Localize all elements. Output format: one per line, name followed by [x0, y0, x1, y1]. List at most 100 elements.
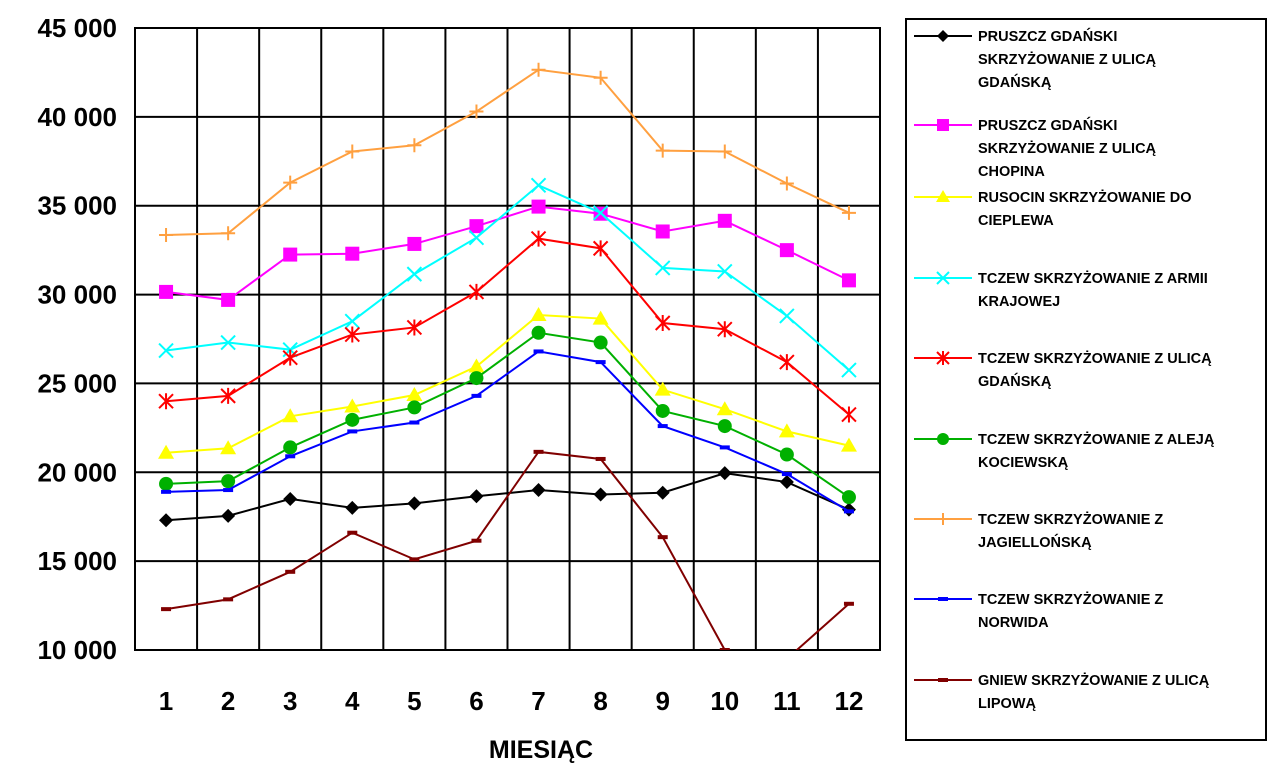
data-point — [223, 488, 234, 493]
legend-label: RUSOCIN SKRZYŻOWANIE DO — [978, 189, 1191, 206]
data-point — [593, 70, 608, 85]
data-point — [161, 607, 172, 612]
data-point — [841, 273, 856, 288]
y-tick-label: 20 000 — [37, 457, 117, 487]
data-point — [283, 440, 298, 455]
y-tick-label: 40 000 — [37, 102, 117, 132]
x-tick-label: 9 — [655, 686, 669, 716]
data-point — [221, 474, 236, 489]
data-point — [406, 266, 423, 282]
data-point — [782, 657, 792, 661]
data-point — [779, 308, 795, 324]
data-point — [159, 228, 174, 243]
data-point — [469, 371, 484, 386]
data-point — [593, 487, 608, 502]
data-point — [654, 381, 671, 396]
legend-label: KOCIEWSKĄ — [978, 455, 1069, 471]
x-tick-label: 11 — [773, 686, 801, 716]
data-point — [220, 440, 237, 455]
data-point — [345, 144, 360, 159]
data-point — [347, 429, 358, 434]
series-line — [165, 313, 850, 454]
data-point — [779, 447, 794, 462]
data-point — [592, 240, 609, 257]
data-point — [161, 489, 172, 494]
data-point — [779, 176, 794, 191]
legend-label: KRAJOWEJ — [978, 294, 1060, 310]
data-point — [345, 500, 360, 515]
y-axis-tick-labels: 10 000 15 000 20 000 25 000 30 000 35 000 40 0… — [37, 13, 117, 665]
x-tick-label: 8 — [593, 686, 607, 716]
data-point — [937, 513, 949, 525]
legend-item: PRUSZCZ GDAŃSKI SKRZYŻOWANIE Z ULICĄ GDAŃS… — [914, 28, 1157, 91]
data-point — [407, 400, 422, 415]
x-tick-label: 7 — [531, 686, 545, 716]
data-point — [158, 393, 174, 410]
x-tick-label: 5 — [407, 686, 421, 716]
data-point — [779, 354, 795, 371]
data-point — [717, 263, 733, 280]
series — [161, 349, 854, 514]
data-point — [468, 358, 485, 373]
data-point — [530, 230, 547, 247]
data-point — [936, 351, 950, 365]
legend-label: TCZEW SKRZYŻOWANIE Z — [978, 511, 1163, 528]
data-point — [158, 342, 174, 359]
data-point — [469, 489, 484, 504]
series — [158, 307, 857, 459]
data-point — [655, 224, 670, 239]
legend-label: CHOPINA — [978, 164, 1045, 180]
data-point — [344, 326, 360, 343]
series — [159, 325, 856, 505]
series-line — [165, 184, 850, 371]
data-point — [283, 175, 298, 190]
data-point — [409, 557, 420, 562]
legend-item: TCZEW SKRZYŻOWANIE Z JAGIELLOŃSKĄ — [914, 511, 1163, 551]
x-axis-tick-labels: 1 2 3 4 5 6 7 8 9 10 11 12 — [159, 686, 864, 716]
legend-label: TCZEW SKRZYŻOWANIE Z ULICĄ — [978, 350, 1212, 367]
data-point — [158, 444, 175, 459]
data-point — [282, 349, 298, 366]
series-group — [158, 62, 857, 661]
data-point — [345, 246, 360, 261]
series-line — [165, 237, 850, 416]
data-point — [781, 472, 792, 477]
data-point — [283, 247, 298, 262]
x-tick-label: 2 — [221, 686, 235, 716]
data-point — [938, 597, 948, 601]
data-point — [469, 104, 484, 119]
data-point — [221, 226, 236, 241]
data-point — [717, 466, 732, 481]
data-point — [717, 321, 733, 338]
data-point — [843, 509, 854, 514]
data-point — [221, 292, 236, 307]
data-point — [344, 398, 361, 413]
plot-frame — [134, 27, 881, 651]
data-point — [779, 243, 794, 258]
legend-item: TCZEW SKRZYŻOWANIE Z ALEJĄ KOCIEWSKĄ — [914, 431, 1215, 471]
series-line — [166, 350, 850, 513]
data-point — [936, 271, 950, 285]
legend-label: LIPOWĄ — [978, 696, 1037, 712]
data-point — [938, 678, 948, 682]
x-tick-label: 10 — [710, 686, 739, 716]
data-point — [531, 62, 546, 77]
data-point — [406, 319, 423, 336]
data-point — [719, 648, 730, 650]
data-point — [843, 601, 854, 606]
data-point — [717, 419, 732, 434]
data-point — [530, 307, 547, 322]
data-point — [409, 420, 420, 425]
data-point — [717, 213, 732, 228]
x-axis-title: MIESIĄC — [489, 736, 593, 763]
data-point — [533, 349, 544, 354]
legend-label: TCZEW SKRZYŻOWANIE Z ALEJĄ — [978, 431, 1215, 448]
data-point — [406, 386, 423, 401]
y-tick-label: 15 000 — [37, 546, 117, 576]
legend-item: TCZEW SKRZYŻOWANIE Z NORWIDA — [914, 591, 1163, 631]
data-point — [347, 530, 358, 535]
data-point — [655, 403, 670, 418]
data-point — [841, 362, 857, 378]
series-line — [165, 205, 850, 301]
